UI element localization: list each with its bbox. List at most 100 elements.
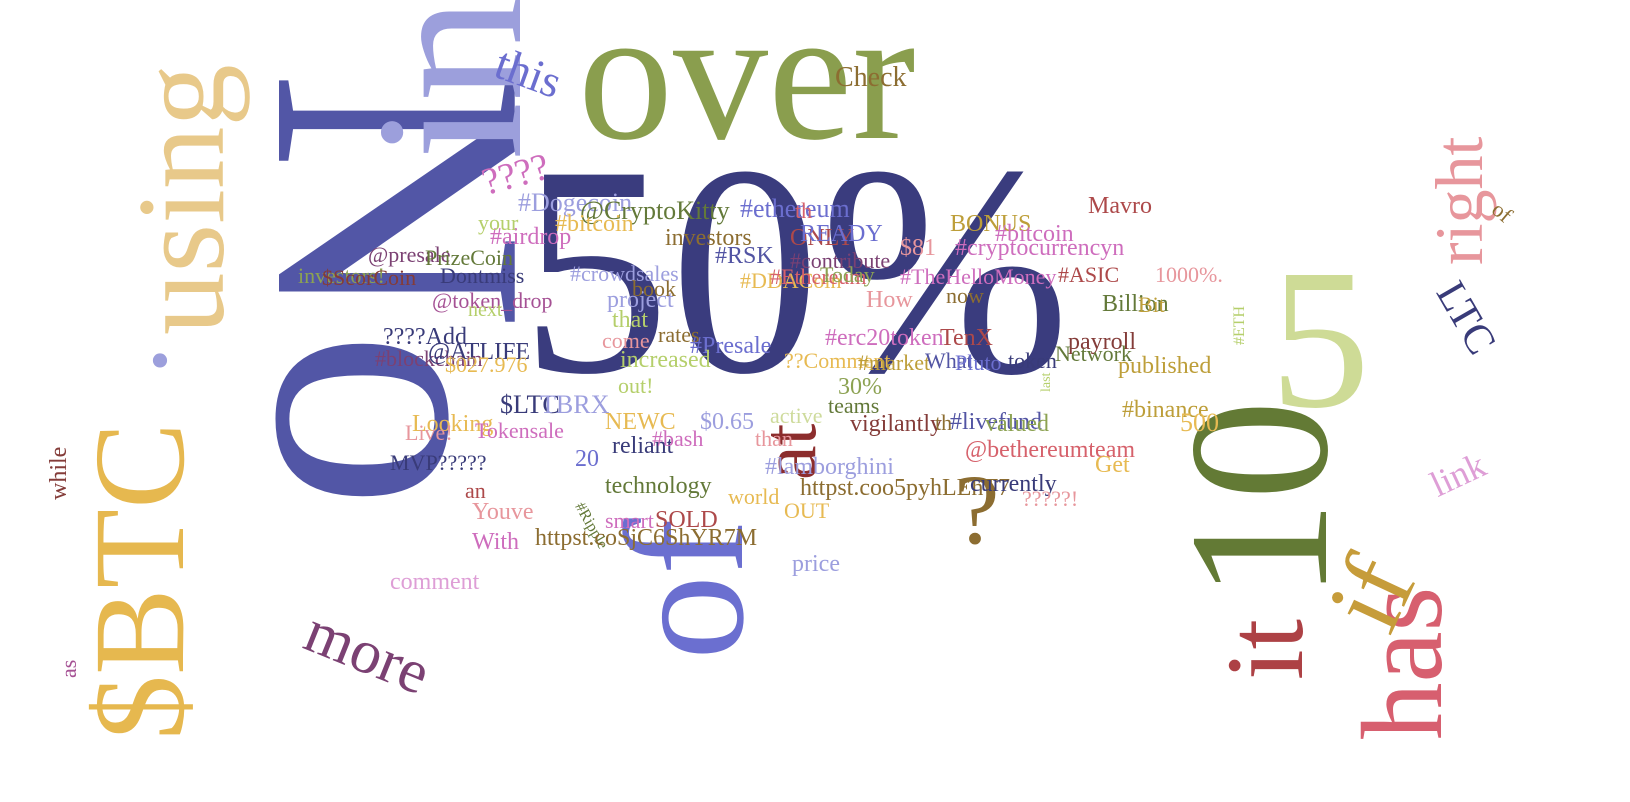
word-dogecoin: #Dogecoin <box>518 188 633 217</box>
word-investors2: investors! <box>298 263 385 288</box>
word-only: ONLY <box>790 225 855 251</box>
word-httpst1: httpst.coo5pyhLEhT7 <box>800 475 1010 501</box>
word-5: 5 <box>1270 229 1370 450</box>
word-asic: #ASIC <box>1058 262 1120 287</box>
word-that: that <box>612 307 648 333</box>
word-airdrop: #airdrop <box>490 224 572 250</box>
word-more: more <box>295 597 440 708</box>
word-network: Network <box>1055 341 1132 366</box>
word-come: come <box>602 328 650 353</box>
word-youve: Youve <box>472 499 534 525</box>
word-tenx: TenX <box>940 325 993 351</box>
word-billion: Billion <box>1102 291 1169 317</box>
word-lamborghini: #lamborghini <box>765 454 894 480</box>
word-today: Today <box>820 262 875 287</box>
word-how: How <box>866 287 913 313</box>
word-50-percent: 50% <box>520 104 1070 436</box>
word-book: book <box>632 276 676 301</box>
word-smart: smart <box>605 508 654 533</box>
word-comment-q: ??Comment <box>784 348 891 373</box>
word-ltc-dollar: $LTC <box>500 390 560 419</box>
word-over: over <box>578 0 916 180</box>
word-qqqq-add: ????Add <box>383 324 467 350</box>
word-prizecoin: PrizeCoin <box>425 245 513 270</box>
word-blockchain: #blockchain <box>375 346 483 371</box>
word-mvp: MVP????? <box>390 450 487 475</box>
word-atlife: @ATLIFE <box>428 339 531 365</box>
word-ltc: LTC <box>1426 274 1505 363</box>
word-with: With <box>472 529 520 555</box>
word-027976: $027.976 <box>445 352 528 377</box>
word-out: OUT <box>784 498 830 523</box>
word-sold: SOLD <box>655 507 718 533</box>
word-btc: $BTC <box>68 422 212 740</box>
word-vigilantly: vigilantly <box>850 411 942 437</box>
word-contribute: #contribute <box>790 248 891 273</box>
word-scorcoin: $ScorCoin <box>322 265 417 290</box>
word-next: next <box>468 299 503 321</box>
word-right: right <box>1421 136 1497 265</box>
word-question: ? <box>955 454 1000 565</box>
word-what: What <box>925 348 973 373</box>
word-market: #market <box>858 350 931 375</box>
word-token-drop: @token_drop <box>432 288 553 313</box>
word-world: world <box>728 484 780 509</box>
word-token: token <box>1008 348 1057 373</box>
word-bash: #bash <box>652 426 704 451</box>
word-ethereum2: #Ethereum <box>770 264 867 289</box>
word-dot: · <box>140 293 180 426</box>
word-bitcoin1: #bitcoin <box>555 211 634 237</box>
word-investors: investors <box>665 225 752 251</box>
word-while: while <box>46 446 72 500</box>
word-livefund: #livefund <box>950 409 1042 435</box>
word-live: Live! <box>405 420 453 445</box>
word-th2: th <box>935 410 953 435</box>
word-reliant: reliant <box>612 433 674 459</box>
word-using: using <box>113 64 251 335</box>
word-link: link <box>1424 444 1492 505</box>
word-published: published <box>1118 353 1212 379</box>
word-your: your <box>478 210 519 235</box>
word-20: 20 <box>575 446 599 472</box>
word-ethereum: #ethereum <box>740 194 850 223</box>
word-looking: Looking <box>412 411 494 437</box>
word-out-excl: out! <box>618 373 654 398</box>
word-qqqqq-excl: ?????! <box>1022 486 1079 511</box>
word-bethereumteam: @bethereumteam <box>965 437 1136 463</box>
word-cryptocurrencyn: #cryptocurrencyn <box>955 235 1125 261</box>
word-binance: #binance <box>1122 397 1209 423</box>
word-eth: #ETH <box>1231 305 1248 345</box>
word-payroll: payroll <box>1068 329 1136 355</box>
word-get: Get <box>1095 452 1130 478</box>
word-th1: th <box>795 198 813 223</box>
word-ddacoin: #DDACoin <box>740 268 842 293</box>
word-81: $81 <box>900 235 936 261</box>
word-check: Check <box>835 62 907 93</box>
word-065: $0.65 <box>700 409 754 435</box>
word-teams: teams <box>828 393 880 418</box>
word-bonus: BONUS <box>950 211 1032 237</box>
word-crowdsales: #crowdsales <box>570 261 679 286</box>
word-last: last <box>1039 372 1054 392</box>
word-comment: comment <box>390 569 480 595</box>
word-ready: READY <box>800 221 883 247</box>
word-active: active <box>770 403 823 428</box>
word-presale2: #Presale <box>690 333 772 359</box>
word-1000pct: 1000%. <box>1155 262 1223 287</box>
word-now: now <box>946 283 984 308</box>
word-mavro: Mavro <box>1088 193 1152 219</box>
word-bitcoin2: #bitcoin <box>995 221 1074 247</box>
word-pluto: Pluto <box>955 350 1002 375</box>
word-erc20token: #erc20token <box>825 325 944 351</box>
word-as: as <box>56 659 81 678</box>
word-rsk: #RSK <box>715 243 774 269</box>
word-tbrx: TBRX <box>540 390 610 419</box>
word-an: an <box>465 478 486 503</box>
word-newc: NEWC <box>605 409 676 435</box>
word-tokensale: Tokensale <box>475 418 564 443</box>
word-dontmiss: Dontmiss <box>440 263 525 288</box>
word-bit: Bit <box>1138 292 1165 317</box>
word-project: project <box>607 287 674 313</box>
word-currently: currently <box>970 471 1057 497</box>
